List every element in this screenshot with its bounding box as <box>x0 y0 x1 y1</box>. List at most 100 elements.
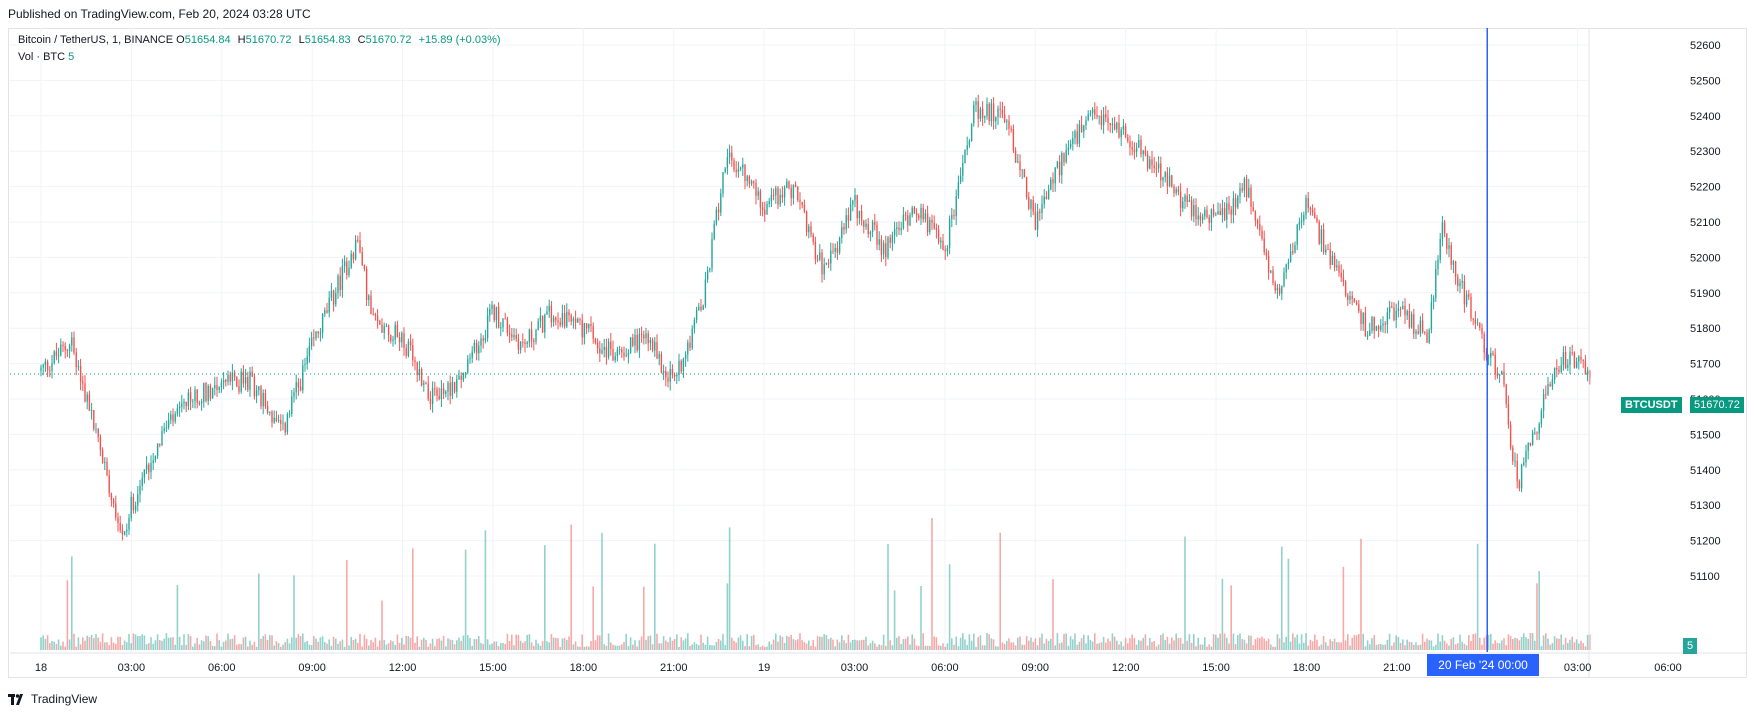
candle-body <box>1336 265 1338 268</box>
candle-body <box>1129 141 1131 148</box>
candle-body <box>1166 172 1169 187</box>
volume-bar <box>750 635 753 650</box>
candle-body <box>1157 163 1160 169</box>
candle-body <box>1065 150 1067 163</box>
volume-bar <box>1208 644 1210 650</box>
volume-bar <box>834 646 836 650</box>
volume-bar <box>506 633 509 650</box>
volume-bar <box>376 646 379 650</box>
candle-body <box>744 164 746 182</box>
candle-body <box>1551 379 1554 387</box>
candle-body <box>416 361 418 376</box>
candle-body <box>700 306 702 310</box>
candle-body <box>1415 331 1417 334</box>
last-price-symbol-tag: BTCUSDT <box>1621 397 1682 413</box>
candle-body <box>502 318 504 328</box>
volume-bar <box>1336 642 1338 650</box>
volume-bar <box>970 640 973 650</box>
volume-bar <box>632 644 634 650</box>
volume-bar <box>513 645 515 650</box>
volume-bar <box>1531 633 1534 650</box>
tradingview-footer[interactable]: TradingView <box>8 690 97 708</box>
candle-body <box>979 108 982 119</box>
volume-bar <box>1479 637 1481 650</box>
volume-bar <box>434 646 436 650</box>
volume-bar <box>119 636 121 650</box>
volume-bar <box>612 644 614 650</box>
candle-body <box>1439 238 1441 260</box>
candle-body <box>1542 393 1545 411</box>
volume-bar <box>299 636 302 650</box>
volume-bar <box>1030 637 1032 650</box>
candle-body <box>1074 131 1076 139</box>
volume-bar <box>95 634 97 650</box>
candle-body <box>1362 312 1364 325</box>
volume-bar <box>841 635 843 650</box>
candle-body <box>577 319 579 323</box>
volume-bar <box>634 640 636 650</box>
candle-body <box>1173 186 1175 194</box>
volume-bar <box>1294 637 1296 650</box>
volume-bar <box>1514 637 1516 650</box>
candle-body <box>1487 357 1490 359</box>
volume-bar <box>1457 643 1459 650</box>
volume-bar <box>1226 637 1228 650</box>
candle-body <box>581 320 583 338</box>
candle-body <box>1366 335 1369 337</box>
volume-bar <box>295 637 297 650</box>
candle-body <box>1223 208 1226 220</box>
volume-bar <box>1340 642 1342 650</box>
candle-body <box>775 188 777 196</box>
volume-bar <box>458 637 460 650</box>
volume-bar <box>816 636 819 650</box>
volume-bar <box>418 646 421 650</box>
volume-bar <box>475 639 478 650</box>
open-value: 51654.84 <box>184 34 231 46</box>
volume-bar <box>1296 634 1298 650</box>
volume-bar <box>339 641 341 650</box>
volume-bar <box>156 634 159 650</box>
candle-body <box>1217 211 1219 215</box>
volume-bar <box>797 639 799 650</box>
candle-body <box>1188 200 1191 202</box>
volume-bar <box>977 637 979 650</box>
candle-body <box>306 356 308 365</box>
time-tick-label: 03:00 <box>841 662 869 674</box>
candle-body <box>398 337 401 343</box>
symbol-legend[interactable]: Bitcoin / TetherUS, 1, BINANCE O51654.84… <box>18 34 505 46</box>
candle-body <box>473 342 476 352</box>
volume-legend[interactable]: Vol · BTC 5 <box>18 51 78 63</box>
candle-body <box>348 267 350 276</box>
candle-body <box>1140 139 1142 155</box>
price-tick-label: 51500 <box>1690 429 1721 441</box>
candle-body <box>431 388 434 405</box>
volume-bar <box>1028 640 1030 650</box>
volume-bar <box>1575 639 1578 650</box>
candlestick-chart[interactable]: 52600 52500 52400 52300 52200 52100 52000 51900… <box>0 0 1755 690</box>
volume-bar <box>966 644 968 650</box>
candle-body <box>1072 138 1074 144</box>
candle-body <box>73 337 75 353</box>
candle-body <box>57 355 60 357</box>
candle-body <box>1241 188 1243 191</box>
volume-bar <box>1468 635 1470 650</box>
volume-bar <box>940 645 942 650</box>
candle-body <box>1547 384 1549 395</box>
candle-body <box>880 239 883 255</box>
candle-body <box>295 382 297 393</box>
candle-body <box>871 221 874 232</box>
candle-body <box>944 250 946 252</box>
volume-bar <box>907 636 909 650</box>
time-tick-label: 06:00 <box>1654 662 1682 674</box>
volume-bar <box>585 646 588 650</box>
candle-body <box>412 345 414 361</box>
volume-bar <box>812 640 814 650</box>
volume-bar <box>55 643 58 650</box>
volume-bar <box>414 642 416 650</box>
volume-bar <box>1494 640 1496 650</box>
candle-body <box>794 184 797 187</box>
candle-body <box>836 247 839 253</box>
volume-bar <box>788 636 790 650</box>
candle-body <box>438 395 440 400</box>
volume-bar <box>819 636 821 650</box>
